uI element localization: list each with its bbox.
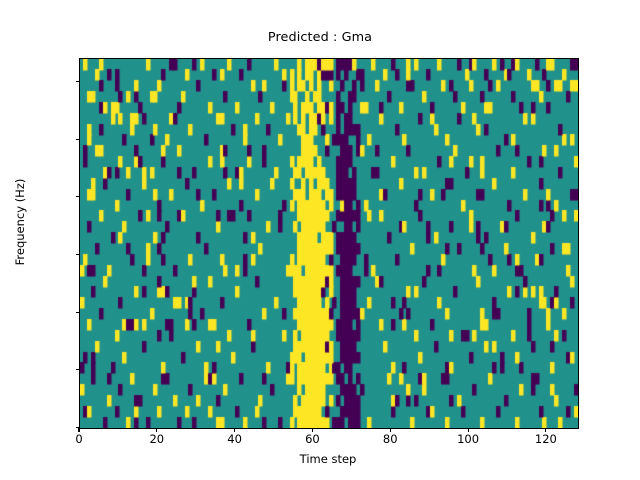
y-tick-mark xyxy=(75,138,79,140)
x-tick-label: 40 xyxy=(227,432,242,446)
x-tick-label: 20 xyxy=(149,432,165,446)
x-tick-label: 0 xyxy=(75,432,83,446)
x-tick-label: 80 xyxy=(382,432,398,446)
x-tick-mark xyxy=(78,428,80,432)
y-tick-mark xyxy=(75,427,79,429)
x-tick-label: 120 xyxy=(534,432,557,446)
x-tick-mark xyxy=(467,428,469,432)
x-tick-mark xyxy=(156,428,158,432)
x-tick-label: 100 xyxy=(457,432,480,446)
y-tick-mark xyxy=(75,196,79,198)
y-axis-label: Frequency (Hz) xyxy=(13,178,27,266)
y-tick-mark xyxy=(75,254,79,256)
x-axis-label: Time step xyxy=(299,452,357,466)
heatmap-canvas xyxy=(80,59,578,428)
y-tick-mark xyxy=(75,81,79,83)
x-tick-mark xyxy=(234,428,236,432)
page-title: Predicted : Gma xyxy=(267,30,373,45)
y-tick-mark xyxy=(75,369,79,371)
x-tick-label: 60 xyxy=(305,432,320,446)
x-tick-mark xyxy=(311,428,313,432)
heatmap-plot-area xyxy=(79,58,579,429)
x-tick-mark xyxy=(389,428,391,432)
y-tick-mark xyxy=(75,311,79,313)
x-tick-mark xyxy=(545,428,547,432)
